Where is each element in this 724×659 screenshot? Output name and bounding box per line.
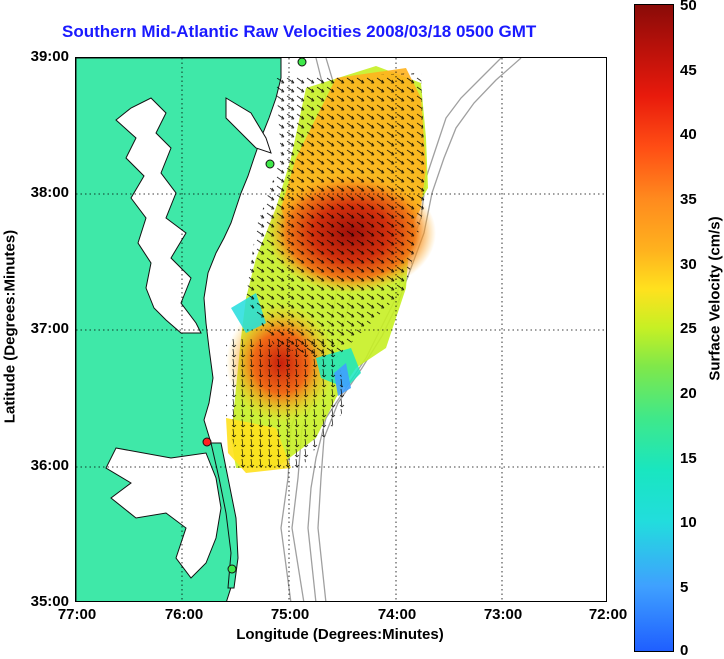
y-tick-label: 36:00 bbox=[30, 457, 69, 474]
station-marker bbox=[265, 159, 275, 169]
colorbar-tick-label: 45 bbox=[680, 62, 697, 79]
colorbar-tick-label: 5 bbox=[680, 579, 689, 596]
colorbar-tick-label: 50 bbox=[680, 0, 697, 14]
colorbar-tick-label: 0 bbox=[680, 642, 689, 659]
x-axis-title: Longitude (Degrees:Minutes) bbox=[236, 626, 444, 643]
y-axis-title: Latitude (Degrees:Minutes) bbox=[1, 229, 19, 424]
grid-lines bbox=[76, 58, 606, 601]
colorbar-tick-label: 25 bbox=[680, 320, 697, 337]
colorbar bbox=[634, 4, 674, 652]
map-svg bbox=[76, 58, 606, 601]
colorbar-title: Surface Velocity (cm/s) bbox=[706, 216, 724, 381]
map-plot-area bbox=[75, 57, 607, 602]
colorbar-tick-label: 20 bbox=[680, 385, 697, 402]
colorbar-tick-label: 10 bbox=[680, 514, 697, 531]
colorbar-tick-label: 35 bbox=[680, 191, 697, 208]
pamlico-sound bbox=[105, 447, 222, 579]
x-tick-label: 77:00 bbox=[57, 606, 97, 623]
station-marker bbox=[202, 437, 212, 447]
delaware-bay bbox=[225, 97, 272, 154]
map-title: Southern Mid-Atlantic Raw Velocities 200… bbox=[62, 22, 537, 41]
y-tick-label: 39:00 bbox=[30, 48, 69, 65]
outer-banks bbox=[210, 442, 239, 589]
chesapeake-bay bbox=[115, 97, 202, 334]
y-tick-label: 38:00 bbox=[30, 184, 69, 201]
colorbar-tick-label: 15 bbox=[680, 450, 697, 467]
x-tick-label: 76:00 bbox=[164, 606, 204, 623]
x-tick-label: 72:00 bbox=[588, 606, 628, 623]
station-marker bbox=[297, 58, 307, 67]
y-tick-label: 35:00 bbox=[30, 593, 69, 610]
x-tick-label: 74:00 bbox=[377, 606, 417, 623]
colorbar-tick-label: 40 bbox=[680, 126, 697, 143]
y-tick-label: 37:00 bbox=[30, 320, 69, 337]
velocity-field bbox=[226, 66, 436, 473]
x-tick-label: 75:00 bbox=[270, 606, 310, 623]
x-tick-label: 73:00 bbox=[483, 606, 523, 623]
station-marker bbox=[227, 564, 237, 574]
colorbar-tick-label: 30 bbox=[680, 256, 697, 273]
